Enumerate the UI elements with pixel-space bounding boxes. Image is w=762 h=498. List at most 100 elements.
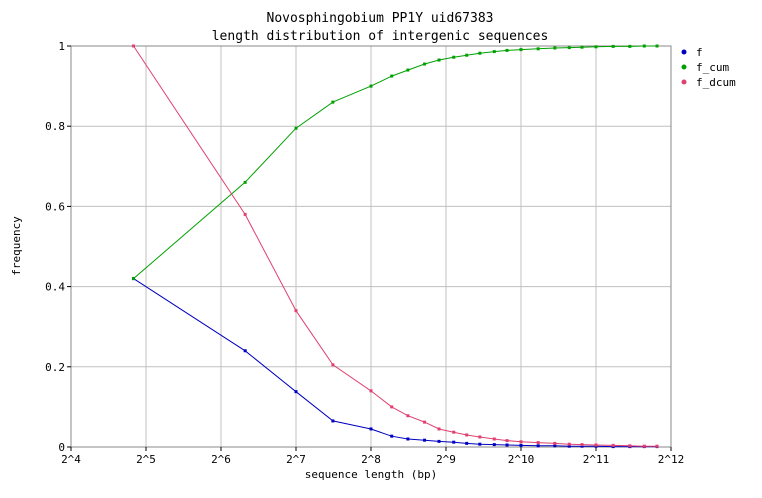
- x-tick-label: 2^5: [136, 453, 156, 466]
- y-tick-label: 0.4: [45, 281, 65, 294]
- data-point-f-dcum: [553, 441, 557, 445]
- y-axis-ticks: 0 0.2 0.4 0.6 0.8 1: [45, 40, 71, 454]
- x-tick-label: 2^8: [361, 453, 381, 466]
- series-group: [131, 44, 659, 449]
- data-point-f-cum: [567, 46, 571, 50]
- chart-title: Novosphingobium PP1Y uid67383: [267, 11, 494, 26]
- data-point-f-dcum: [478, 435, 482, 439]
- data-point-f-dcum: [465, 433, 469, 437]
- x-axis-label: sequence length (bp): [305, 468, 437, 481]
- data-point-f-cum: [642, 44, 646, 48]
- data-point-f-cum: [390, 74, 394, 78]
- data-point-f-cum: [437, 58, 441, 62]
- data-point-f: [553, 444, 557, 448]
- data-point-f-dcum: [437, 427, 441, 431]
- y-tick-label: 1: [58, 40, 65, 53]
- data-point-f-cum: [492, 50, 496, 54]
- legend-label-f-cum: f_cum: [696, 61, 729, 74]
- data-point-f-cum: [628, 44, 632, 48]
- data-point-f-cum: [594, 45, 598, 49]
- data-point-f-dcum: [492, 437, 496, 441]
- data-point-f-cum: [452, 55, 456, 59]
- data-point-f: [452, 440, 456, 444]
- data-point-f-cum: [611, 44, 615, 48]
- data-point-f-cum: [478, 51, 482, 55]
- data-point-f-dcum: [423, 420, 427, 424]
- y-axis-label: frequency: [10, 216, 23, 276]
- x-tick-label: 2^11: [583, 453, 610, 466]
- data-point-f-dcum: [390, 405, 394, 409]
- data-point-f: [243, 349, 247, 353]
- y-tick-label: 0.2: [45, 361, 65, 374]
- legend: f f_cum f_dcum: [681, 46, 736, 89]
- data-point-f-cum: [655, 44, 659, 48]
- legend-label-f-dcum: f_dcum: [696, 76, 736, 89]
- y-tick-label: 0: [58, 441, 65, 454]
- data-point-f-cum: [553, 46, 557, 50]
- legend-marker-f-dcum: [681, 79, 687, 85]
- data-point-f: [390, 434, 394, 438]
- data-point-f-dcum: [567, 442, 571, 446]
- x-axis-ticks: 2^4 2^5 2^6 2^7 2^8 2^9 2^10 2^11 2^12: [61, 447, 684, 466]
- grid-lines: [71, 46, 671, 447]
- data-point-f: [406, 437, 410, 441]
- y-tick-label: 0.8: [45, 120, 65, 133]
- x-tick-label: 2^12: [658, 453, 685, 466]
- x-tick-label: 2^7: [286, 453, 306, 466]
- data-point-f-cum: [406, 68, 410, 72]
- data-point-f: [580, 444, 584, 448]
- data-point-f: [423, 438, 427, 442]
- data-point-f-dcum: [611, 443, 615, 447]
- data-point-f-dcum: [406, 414, 410, 418]
- series-line-f-cum: [133, 45, 657, 279]
- data-point-f-dcum: [294, 309, 298, 313]
- data-point-f: [478, 442, 482, 446]
- data-point-f-dcum: [519, 440, 523, 444]
- x-tick-label: 2^9: [436, 453, 456, 466]
- x-tick-label: 2^6: [211, 453, 231, 466]
- legend-marker-f-cum: [681, 64, 687, 70]
- data-point-f-cum: [243, 180, 247, 184]
- legend-label-f: f: [696, 46, 703, 59]
- data-point-f-cum: [465, 53, 469, 57]
- x-tick-label: 2^10: [508, 453, 535, 466]
- data-point-f-dcum: [628, 444, 632, 448]
- data-point-f-cum: [580, 45, 584, 49]
- y-tick-label: 0.6: [45, 200, 65, 213]
- data-point-f-dcum: [594, 443, 598, 447]
- data-point-f-dcum: [331, 363, 335, 367]
- data-point-f-dcum: [452, 430, 456, 434]
- data-point-f-cum: [519, 48, 523, 52]
- data-point-f-dcum: [369, 389, 373, 393]
- data-point-f: [331, 419, 335, 423]
- data-point-f-dcum: [131, 44, 135, 48]
- series-line-f: [133, 278, 657, 448]
- data-point-f-cum: [369, 84, 373, 88]
- data-point-f-cum: [294, 126, 298, 130]
- chart-subtitle: length distribution of intergenic sequen…: [212, 29, 549, 44]
- data-point-f-cum: [131, 277, 135, 281]
- data-point-f-dcum: [243, 212, 247, 216]
- data-point-f: [294, 390, 298, 394]
- data-point-f-cum: [505, 48, 509, 52]
- data-point-f: [465, 441, 469, 445]
- x-tick-label: 2^4: [61, 453, 81, 466]
- data-point-f-cum: [423, 62, 427, 66]
- data-point-f: [567, 444, 571, 448]
- data-point-f-cum: [536, 47, 540, 51]
- data-point-f-dcum: [505, 439, 509, 443]
- legend-marker-f: [681, 49, 687, 55]
- data-point-f: [536, 444, 540, 448]
- data-point-f: [519, 443, 523, 447]
- data-point-f: [437, 439, 441, 443]
- data-point-f: [505, 443, 509, 447]
- data-point-f-dcum: [536, 441, 540, 445]
- data-point-f: [492, 443, 496, 447]
- data-point-f-cum: [331, 100, 335, 104]
- series-line-f-dcum: [133, 45, 657, 447]
- data-point-f-dcum: [655, 444, 659, 448]
- data-point-f-dcum: [642, 444, 646, 448]
- data-point-f: [369, 427, 373, 431]
- data-point-f-dcum: [580, 443, 584, 447]
